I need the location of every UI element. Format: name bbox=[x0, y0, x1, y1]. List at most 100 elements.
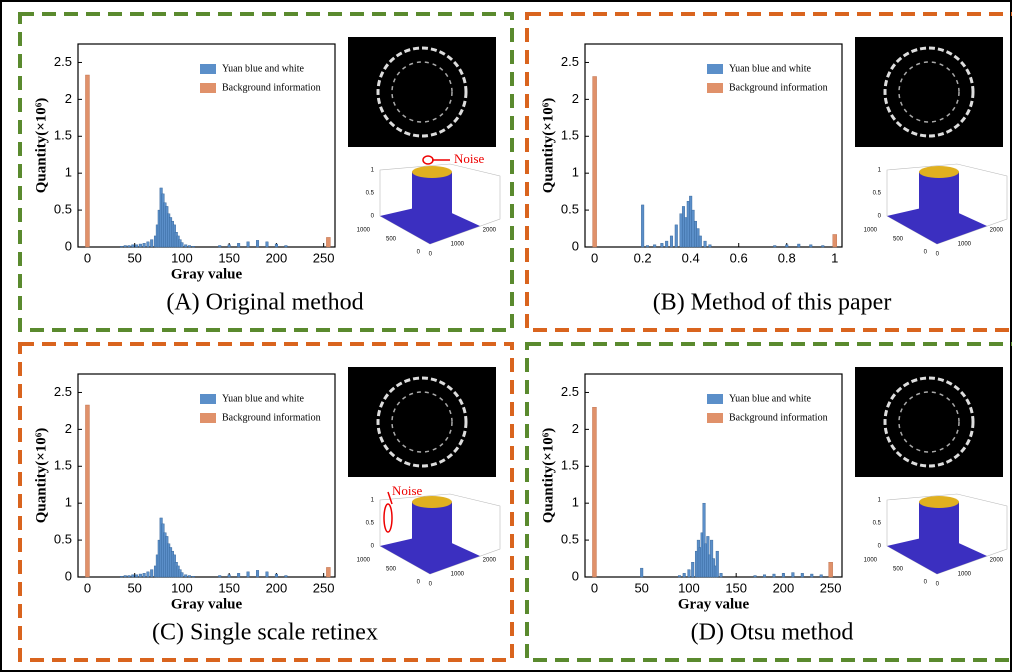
legend-label: Yuan blue and white bbox=[222, 63, 304, 74]
legend-label: Background information bbox=[729, 82, 828, 93]
legend-label: Background information bbox=[729, 412, 828, 423]
bar bbox=[147, 572, 150, 577]
legend-swatch bbox=[707, 394, 723, 404]
x-tick-label: 250 bbox=[313, 250, 335, 265]
x-tick-label: 100 bbox=[171, 250, 193, 265]
thumbnail bbox=[348, 37, 496, 147]
inset-top bbox=[412, 166, 452, 178]
bar bbox=[85, 405, 89, 577]
y-tick-label: 2.5 bbox=[561, 54, 579, 69]
inset-cylinder bbox=[412, 502, 452, 544]
inset-tick-label: 0.5 bbox=[366, 191, 375, 197]
bar bbox=[675, 225, 678, 247]
inset-tick-label: 500 bbox=[893, 567, 904, 573]
legend-swatch bbox=[707, 413, 723, 423]
bar bbox=[782, 573, 785, 577]
bar bbox=[641, 205, 644, 247]
bar bbox=[801, 573, 804, 577]
bar bbox=[773, 574, 776, 577]
bar bbox=[139, 574, 142, 577]
y-tick-label: 1 bbox=[65, 495, 72, 510]
bar bbox=[128, 576, 131, 577]
inset-tick-label: 1000 bbox=[357, 228, 371, 234]
inset-tick-label: 0 bbox=[936, 582, 940, 588]
y-tick-label: 1.5 bbox=[561, 128, 579, 143]
inset-tick-label: 0 bbox=[878, 544, 882, 550]
y-tick-label: 1 bbox=[65, 165, 72, 180]
thumbnail bbox=[348, 367, 496, 477]
inset-cylinder bbox=[919, 502, 959, 544]
x-tick-label: 50 bbox=[127, 580, 141, 595]
inset-tick-label: 0 bbox=[924, 580, 928, 586]
bar bbox=[266, 242, 269, 247]
annotation: Noise bbox=[392, 483, 423, 498]
x-tick-label: 1 bbox=[831, 250, 838, 265]
y-tick-label: 0.5 bbox=[54, 532, 72, 547]
panel-caption: (D) Otsu method bbox=[691, 620, 854, 646]
panel-caption: (B) Method of this paper bbox=[653, 290, 892, 316]
plot-area bbox=[585, 374, 842, 577]
legend-label: Yuan blue and white bbox=[222, 393, 304, 404]
x-tick-label: 0 bbox=[84, 250, 91, 265]
inset-top bbox=[919, 496, 959, 508]
bar bbox=[237, 573, 240, 577]
inset-tick-label: 1 bbox=[371, 168, 375, 174]
bar bbox=[593, 76, 597, 247]
y-axis-label: Quantity(×10⁶) bbox=[33, 428, 49, 524]
x-tick-label: 250 bbox=[820, 580, 842, 595]
inset-tick-label: 0 bbox=[417, 250, 421, 256]
bar bbox=[192, 576, 195, 577]
y-tick-label: 1.5 bbox=[54, 128, 72, 143]
inset-tick-label: 1 bbox=[878, 498, 882, 504]
y-tick-label: 0.5 bbox=[54, 202, 72, 217]
bar bbox=[792, 573, 795, 577]
inset-tick-label: 2000 bbox=[483, 558, 497, 564]
legend-swatch bbox=[200, 83, 216, 93]
y-tick-label: 1.5 bbox=[54, 458, 72, 473]
x-tick-label: 100 bbox=[678, 580, 700, 595]
x-tick-label: 0.6 bbox=[730, 250, 748, 265]
inset-tick-label: 0 bbox=[878, 214, 882, 220]
x-tick-label: 0 bbox=[591, 580, 598, 595]
y-tick-label: 2 bbox=[572, 91, 579, 106]
bar bbox=[237, 243, 240, 247]
x-tick-label: 0.8 bbox=[778, 250, 796, 265]
figure: 00.511.522.5050100150200250Yuan blue and… bbox=[0, 0, 1012, 672]
inset-tick-label: 0 bbox=[924, 250, 928, 256]
x-tick-label: 0.2 bbox=[634, 250, 652, 265]
bar bbox=[188, 246, 191, 247]
x-tick-label: 50 bbox=[127, 250, 141, 265]
bar bbox=[188, 576, 191, 577]
inset-cylinder bbox=[412, 172, 452, 214]
bar bbox=[150, 240, 153, 247]
bar bbox=[709, 245, 712, 247]
inset-top bbox=[919, 166, 959, 178]
legend-label: Background information bbox=[222, 82, 321, 93]
legend-swatch bbox=[200, 394, 216, 404]
bar bbox=[124, 246, 127, 247]
bar bbox=[256, 240, 259, 247]
x-tick-label: 0.4 bbox=[682, 250, 700, 265]
y-tick-label: 0 bbox=[65, 238, 72, 253]
bar bbox=[143, 573, 146, 577]
bar bbox=[275, 574, 278, 577]
y-axis-label: Quantity(×10⁶) bbox=[540, 98, 556, 194]
inset-tick-label: 1000 bbox=[864, 558, 878, 564]
bar bbox=[275, 244, 278, 247]
plot-area bbox=[78, 374, 335, 577]
bar bbox=[833, 234, 837, 247]
y-tick-label: 2.5 bbox=[561, 384, 579, 399]
inset-tick-label: 1000 bbox=[357, 558, 371, 564]
bar bbox=[150, 570, 153, 577]
bar bbox=[797, 244, 800, 247]
bar bbox=[120, 246, 123, 247]
bar bbox=[184, 575, 187, 577]
plot-area bbox=[78, 44, 335, 247]
y-tick-label: 1 bbox=[572, 495, 579, 510]
bar bbox=[661, 243, 664, 247]
bar bbox=[128, 246, 131, 247]
x-tick-label: 150 bbox=[218, 250, 240, 265]
bar bbox=[670, 236, 673, 247]
y-tick-label: 2 bbox=[65, 91, 72, 106]
inset-tick-label: 2000 bbox=[483, 228, 497, 234]
